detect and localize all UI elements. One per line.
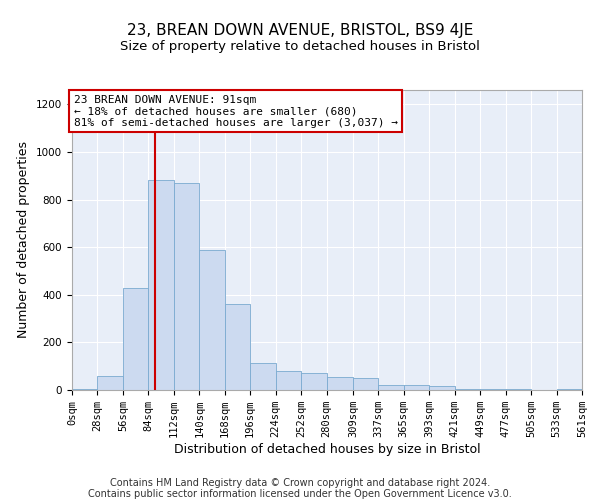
X-axis label: Distribution of detached houses by size in Bristol: Distribution of detached houses by size …: [173, 443, 481, 456]
Y-axis label: Number of detached properties: Number of detached properties: [17, 142, 31, 338]
Bar: [174, 183, 199, 390]
Bar: [404, 385, 429, 390]
Bar: [429, 386, 455, 390]
Bar: [97, 376, 123, 390]
Bar: [199, 250, 225, 390]
Bar: [123, 288, 148, 390]
Bar: [148, 180, 174, 390]
Bar: [455, 389, 480, 390]
Bar: [480, 389, 506, 390]
Bar: [326, 377, 353, 390]
Bar: [250, 362, 275, 390]
Bar: [275, 371, 301, 390]
Bar: [379, 385, 404, 390]
Text: 23, BREAN DOWN AVENUE, BRISTOL, BS9 4JE: 23, BREAN DOWN AVENUE, BRISTOL, BS9 4JE: [127, 22, 473, 38]
Bar: [353, 378, 379, 390]
Bar: [225, 304, 250, 390]
Text: Size of property relative to detached houses in Bristol: Size of property relative to detached ho…: [120, 40, 480, 53]
Text: Contains HM Land Registry data © Crown copyright and database right 2024.
Contai: Contains HM Land Registry data © Crown c…: [88, 478, 512, 499]
Text: 23 BREAN DOWN AVENUE: 91sqm
← 18% of detached houses are smaller (680)
81% of se: 23 BREAN DOWN AVENUE: 91sqm ← 18% of det…: [74, 94, 398, 128]
Bar: [301, 374, 326, 390]
Bar: [72, 389, 97, 390]
